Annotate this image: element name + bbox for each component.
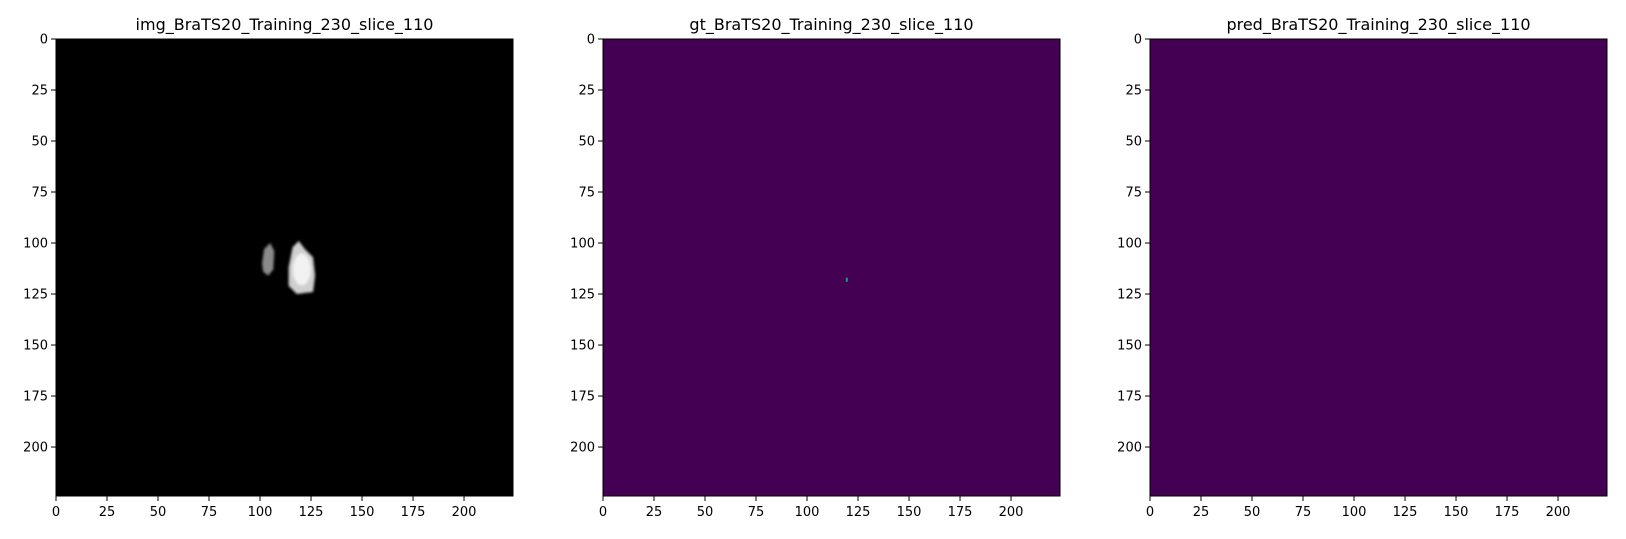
x-tick-label: 150 <box>897 505 922 520</box>
x-tick-label: 0 <box>52 505 60 520</box>
bright-region <box>262 243 275 276</box>
y-tick-label: 100 <box>23 237 48 252</box>
x-tick-label: 125 <box>299 505 324 520</box>
x-tick-label: 25 <box>99 505 116 520</box>
y-tick-label: 175 <box>23 390 48 405</box>
label-pixel <box>845 277 848 282</box>
y-tick-label: 25 <box>31 84 48 99</box>
y-tick-label: 175 <box>570 390 595 405</box>
panel-title: pred_BraTS20_Training_230_slice_110 <box>1226 15 1530 35</box>
y-tick-label: 150 <box>1117 339 1142 354</box>
y-tick-label: 125 <box>570 288 595 303</box>
y-tick-label: 125 <box>1117 288 1142 303</box>
x-tick-label: 100 <box>248 505 273 520</box>
x-tick-label: 200 <box>452 505 477 520</box>
x-tick-label: 100 <box>1342 505 1367 520</box>
x-tick-label: 50 <box>697 505 714 520</box>
y-tick-label: 75 <box>31 186 48 201</box>
x-tick-label: 75 <box>1295 505 1312 520</box>
panel-3: pred_BraTS20_Training_230_slice_110 0 25 50… <box>1117 15 1608 520</box>
y-tick-label: 125 <box>23 288 48 303</box>
y-tick-label: 150 <box>570 339 595 354</box>
panel-title: gt_BraTS20_Training_230_slice_110 <box>689 15 973 35</box>
y-tick-label: 50 <box>31 135 48 150</box>
x-tick-label: 200 <box>999 505 1024 520</box>
x-tick-label: 150 <box>350 505 375 520</box>
x-tick-label: 125 <box>1393 505 1418 520</box>
x-tick-label: 175 <box>1495 505 1520 520</box>
y-tick-label: 75 <box>578 186 595 201</box>
y-tick-label: 0 <box>40 33 48 48</box>
y-tick-label: 25 <box>578 84 595 99</box>
y-tick-label: 200 <box>1117 441 1142 456</box>
y-tick-label: 75 <box>1125 186 1142 201</box>
y-tick-label: 150 <box>23 339 48 354</box>
x-tick-label: 175 <box>948 505 973 520</box>
x-tick-label: 100 <box>795 505 820 520</box>
y-tick-label: 100 <box>1117 237 1142 252</box>
x-tick-label: 25 <box>1193 505 1210 520</box>
x-tick-label: 50 <box>150 505 167 520</box>
x-tick-label: 150 <box>1444 505 1469 520</box>
panel-2: gt_BraTS20_Training_230_slice_110 0 25 50 75… <box>570 15 1061 520</box>
y-tick-label: 50 <box>1125 135 1142 150</box>
x-tick-label: 200 <box>1546 505 1571 520</box>
x-tick-label: 0 <box>599 505 607 520</box>
image-area <box>603 39 1060 496</box>
axes-frame <box>1149 38 1608 497</box>
y-tick-label: 200 <box>23 441 48 456</box>
panel-title: img_BraTS20_Training_230_slice_110 <box>136 15 434 35</box>
x-tick-label: 75 <box>748 505 765 520</box>
axes-frame <box>55 38 514 497</box>
x-tick-label: 125 <box>846 505 871 520</box>
panel-1: img_BraTS20_Training_230_slice_110 0 25 50 7… <box>23 15 514 520</box>
x-tick-label: 0 <box>1146 505 1154 520</box>
y-tick-label: 175 <box>1117 390 1142 405</box>
x-tick-label: 50 <box>1244 505 1261 520</box>
x-tick-label: 175 <box>401 505 426 520</box>
y-tick-label: 25 <box>1125 84 1142 99</box>
y-tick-label: 0 <box>1134 33 1142 48</box>
bright-region-core <box>292 253 311 286</box>
y-tick-label: 50 <box>578 135 595 150</box>
x-tick-label: 25 <box>646 505 663 520</box>
axes-frame <box>602 38 1061 497</box>
x-tick-label: 75 <box>201 505 218 520</box>
y-tick-label: 100 <box>570 237 595 252</box>
image-area <box>1150 39 1607 496</box>
image-area <box>56 39 513 496</box>
y-tick-label: 200 <box>570 441 595 456</box>
y-tick-label: 0 <box>587 33 595 48</box>
